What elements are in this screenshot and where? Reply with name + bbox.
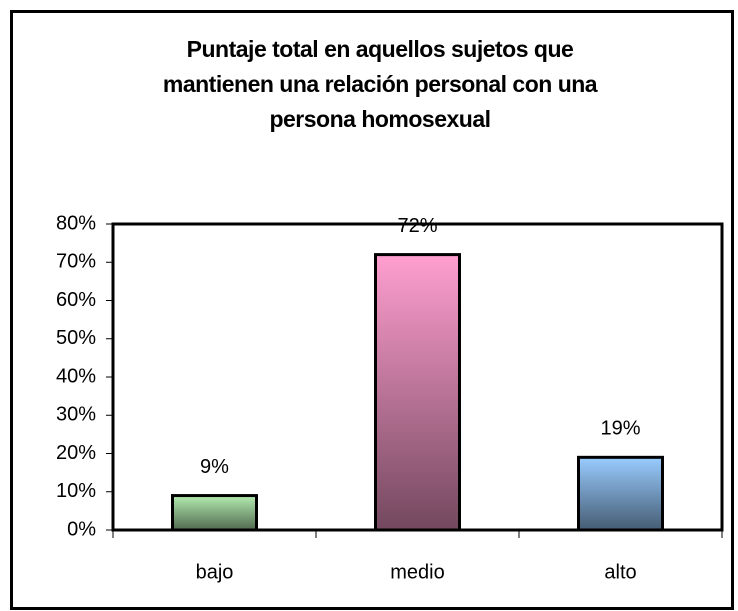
y-tick-label: 20% [56, 442, 96, 464]
value-label: 9% [200, 456, 229, 478]
bar [171, 494, 258, 532]
bar [374, 253, 461, 532]
y-tick-label: 60% [56, 289, 96, 311]
chart-frame [10, 10, 734, 610]
plot-area-border [111, 222, 724, 532]
value-label: 19% [600, 418, 640, 440]
y-tick-label: 80% [56, 212, 96, 234]
y-tick-label: 50% [56, 327, 96, 349]
y-tick-label: 70% [56, 251, 96, 273]
chart-title: Puntaje total en aquellos sujetos que ma… [162, 36, 598, 132]
x-tick-label: bajo [196, 561, 234, 583]
x-tick-label: medio [390, 561, 444, 583]
y-tick-label: 40% [56, 365, 96, 387]
y-tick-label: 30% [56, 404, 96, 426]
value-label: 72% [397, 215, 437, 237]
y-tick-label: 0% [67, 518, 96, 540]
x-tick-label: alto [604, 561, 636, 583]
y-tick-label: 10% [56, 480, 96, 502]
bar [577, 455, 664, 532]
